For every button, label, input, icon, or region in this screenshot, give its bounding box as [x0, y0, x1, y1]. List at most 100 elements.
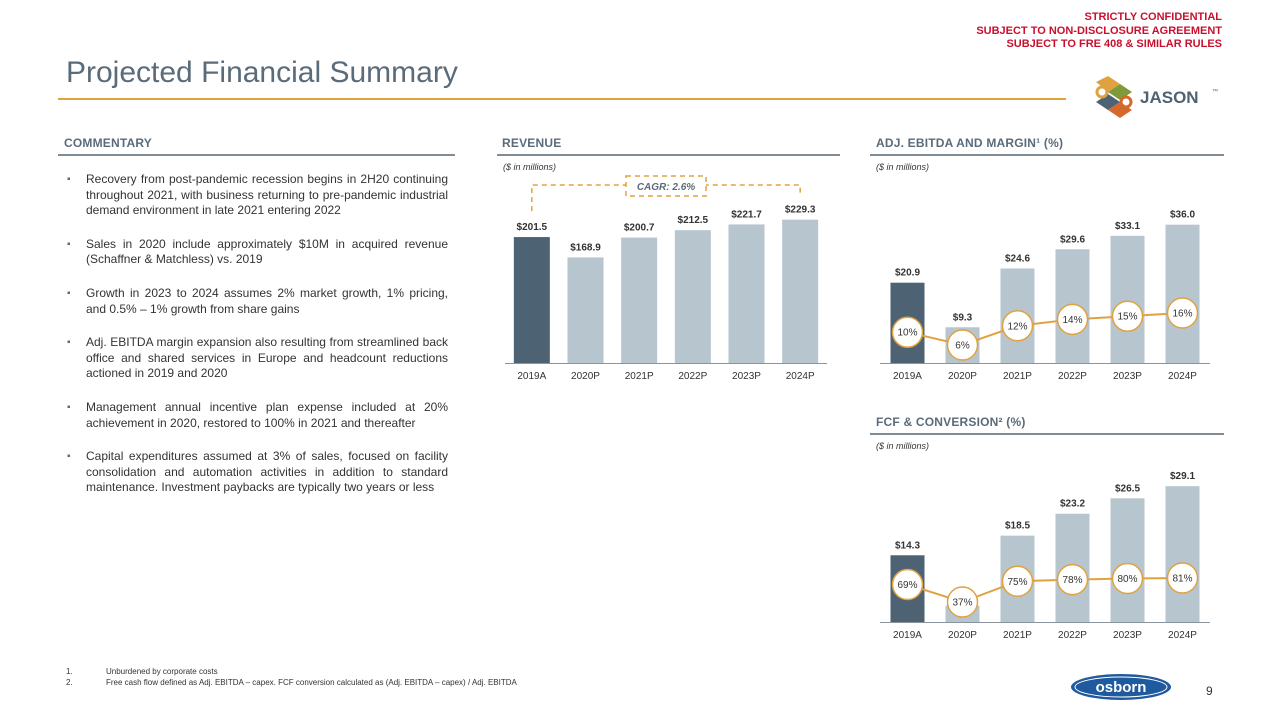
percent-bubble — [1111, 562, 1144, 595]
bar-value-label: $200.7 — [624, 223, 655, 234]
commentary-divider — [58, 154, 455, 156]
percent-bubble — [1111, 300, 1144, 332]
commentary-bullet: Management annual incentive plan expense… — [66, 400, 448, 431]
percent-label: 15% — [1117, 312, 1137, 323]
percent-label: 16% — [1172, 309, 1192, 320]
confidentiality-notice: STRICTLY CONFIDENTIAL SUBJECT TO NON-DIS… — [976, 11, 1222, 52]
bar-value-label: $33.1 — [1115, 221, 1140, 232]
ebitda-chart: $20.9 2019A $9.3 2020P $24.6 2021P $29.6 2022P $… — [880, 210, 1210, 382]
revenue-unit: ($ in millions) — [503, 162, 557, 172]
page-title: Projected Financial Summary — [66, 56, 458, 89]
category-label: 2024P — [1168, 371, 1197, 382]
fcf-unit: ($ in millions) — [876, 441, 930, 451]
commentary-list: Recovery from post-pandemic recession be… — [66, 172, 448, 514]
category-label: 2022P — [1058, 371, 1087, 382]
commentary-heading: COMMENTARY — [64, 136, 152, 150]
percent-label: 78% — [1062, 575, 1082, 586]
footnotes: 1. Unburdened by corporate costs 2. Free… — [66, 666, 517, 688]
cagr-label: CAGR: 2.6% — [637, 182, 695, 193]
category-label: 2019A — [517, 371, 546, 382]
percent-label: 69% — [897, 580, 917, 591]
title-divider — [58, 98, 1066, 100]
bar-value-label: $36.0 — [1170, 210, 1195, 221]
category-label: 2021P — [1003, 371, 1032, 382]
bar-value-label: $23.2 — [1060, 499, 1085, 510]
footnote-number: 2. — [66, 678, 73, 687]
footnote-text: Unburdened by corporate costs — [106, 667, 218, 676]
bar-value-label: $26.5 — [1115, 483, 1140, 494]
category-label: 2024P — [1168, 630, 1197, 641]
percent-bubble — [1056, 303, 1089, 336]
category-label: 2021P — [625, 371, 654, 382]
confidential-line-2: SUBJECT TO NON-DISCLOSURE AGREEMENT — [976, 24, 1222, 37]
percent-bubble — [891, 568, 924, 601]
bar-value-label: $24.6 — [1005, 253, 1030, 264]
bar-2024P — [782, 219, 819, 363]
jason-logo: JASON ™ — [1095, 76, 1218, 118]
bar-value-label: $20.9 — [895, 268, 920, 279]
percent-label: 12% — [1007, 321, 1027, 332]
bar-2023P — [728, 224, 765, 363]
osborn-badge-icon — [1071, 674, 1171, 700]
percent-label: 75% — [1007, 577, 1027, 588]
osborn-logo: osborn — [1071, 674, 1171, 700]
bar-value-label: $229.3 — [785, 205, 816, 216]
footnote-number: 1. — [66, 667, 73, 676]
category-label: 2019A — [893, 630, 922, 641]
bar-2022P — [674, 230, 711, 363]
category-label: 2020P — [571, 371, 600, 382]
percent-bubble — [1056, 563, 1089, 596]
ebitda-unit: ($ in millions) — [876, 162, 930, 172]
commentary-bullet: Growth in 2023 to 2024 assumes 2% market… — [66, 286, 448, 317]
category-label: 2020P — [948, 371, 977, 382]
category-label: 2023P — [1113, 630, 1142, 641]
category-label: 2019A — [893, 371, 922, 382]
category-label: 2024P — [786, 371, 815, 382]
percent-bubble — [1166, 562, 1199, 594]
percent-bubble — [1001, 565, 1034, 598]
percent-label: 10% — [897, 328, 917, 339]
footnote-1: 1. Unburdened by corporate costs — [66, 666, 517, 677]
percent-bubble — [1001, 310, 1034, 342]
fcf-chart: $14.32019A$3.52020P$18.52021P$23.22022P$… — [880, 471, 1210, 641]
bar-2023P — [1110, 498, 1145, 622]
osborn-logo-text: osborn — [1096, 679, 1147, 696]
percent-label: 14% — [1062, 315, 1082, 326]
bar-2020P — [567, 257, 604, 363]
percent-bubble — [1166, 297, 1199, 329]
jason-logo-mark-icon — [1095, 76, 1133, 118]
bar-2024P — [1165, 486, 1200, 622]
page-number: 9 — [1206, 684, 1213, 698]
bar-2024P — [1165, 224, 1200, 363]
revenue-chart: $201.5 2019A $168.9 2020P $200.7 2021P $212.5 2… — [505, 175, 827, 382]
category-label: 2022P — [678, 371, 707, 382]
footnote-text: Free cash flow defined as Adj. EBITDA – … — [106, 678, 517, 687]
category-label: 2023P — [732, 371, 761, 382]
bar-value-label: $29.1 — [1170, 471, 1195, 482]
commentary-bullet: Recovery from post-pandemic recession be… — [66, 172, 448, 219]
bar-value-label: $221.7 — [731, 209, 762, 220]
category-label: 2022P — [1058, 630, 1087, 641]
category-label: 2021P — [1003, 630, 1032, 641]
jason-logo-text: JASON — [1140, 88, 1199, 107]
commentary-bullet: Capital expenditures assumed at 3% of sa… — [66, 449, 448, 496]
revenue-divider — [497, 154, 840, 156]
ebitda-heading: ADJ. EBITDA AND MARGIN¹ (%) — [876, 136, 1064, 150]
percent-bubble — [946, 329, 979, 361]
percent-label: 81% — [1172, 574, 1192, 585]
cagr-bracket — [531, 184, 801, 212]
percent-label: 80% — [1117, 574, 1137, 585]
percent-label: 6% — [955, 341, 970, 352]
bar-value-label: $201.5 — [517, 222, 548, 233]
revenue-heading: REVENUE — [502, 136, 562, 150]
bar-2023P — [1110, 235, 1145, 363]
bar-value-label: $29.6 — [1060, 234, 1085, 245]
bar-2021P — [621, 237, 658, 363]
jason-logo-tm: ™ — [1212, 88, 1218, 95]
bar-value-label: $9.3 — [953, 312, 973, 323]
confidential-line-3: SUBJECT TO FRE 408 & SIMILAR RULES — [1006, 38, 1222, 50]
category-label: 2023P — [1113, 371, 1142, 382]
ebitda-divider — [870, 154, 1224, 156]
bar-value-label: $18.5 — [1005, 521, 1030, 532]
cagr-box — [625, 175, 707, 197]
